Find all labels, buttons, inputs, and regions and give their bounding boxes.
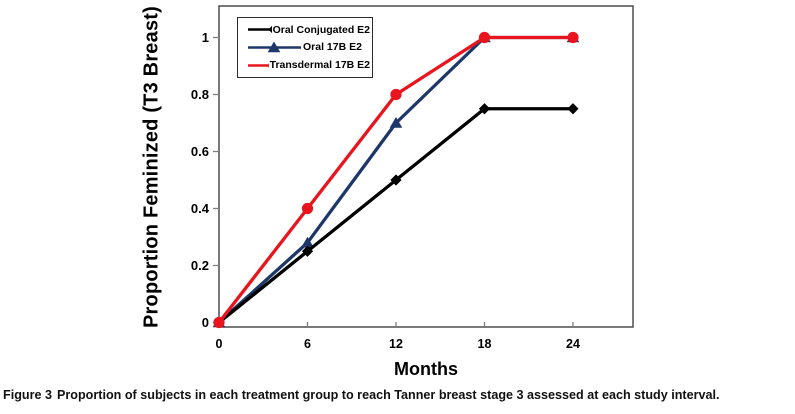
x-tick-label: 0 bbox=[216, 337, 223, 351]
data-point-oral-conjugated-e2 bbox=[390, 174, 402, 186]
data-point-oral-conjugated-e2 bbox=[301, 245, 314, 257]
data-point-transdermal-17b-e2 bbox=[478, 31, 491, 44]
legend-marker-diamond-icon bbox=[248, 26, 272, 33]
series-transdermal-17b-e2 bbox=[213, 31, 579, 329]
legend-label: Oral 17B E2 bbox=[303, 41, 362, 54]
legend-marker-glyph bbox=[267, 41, 281, 53]
data-point-transdermal-17b-e2 bbox=[213, 316, 225, 329]
y-tick-label: 0.6 bbox=[191, 144, 209, 159]
data-point-oral-conjugated-e2 bbox=[567, 103, 579, 115]
line-chart-canvas: 0 0.2 0.4 0.6 0.8 1 0 6 12 18 24 bbox=[191, 5, 634, 351]
y-tick-label: 0.4 bbox=[191, 201, 210, 216]
series-oral-conjugated-e2 bbox=[213, 103, 579, 329]
x-tick-label: 18 bbox=[478, 337, 492, 351]
y-axis-title: Proportion Feminized (T3 Breast) bbox=[140, 6, 163, 328]
y-tick-label: 0.2 bbox=[191, 258, 209, 273]
legend-marker-triangle-icon bbox=[248, 41, 301, 53]
data-point-oral-17b-e2 bbox=[389, 117, 403, 128]
data-point-oral-17b-e2 bbox=[301, 236, 314, 248]
x-tick-label: 6 bbox=[304, 337, 311, 351]
x-tick-label: 12 bbox=[389, 337, 403, 351]
figure-caption: Figure 3 Proportion of subjects in each t… bbox=[3, 388, 792, 404]
chart-legend: Oral Conjugated E2 Oral 17B E2 Transderm… bbox=[237, 17, 373, 78]
y-tick-label: 0.8 bbox=[191, 87, 209, 102]
series-line-oral-conjugated-e2 bbox=[217, 107, 575, 325]
y-tick-label: 1 bbox=[202, 30, 209, 45]
legend-item-oral-17b-e2: Oral 17B E2 bbox=[247, 40, 370, 55]
plot-border bbox=[218, 5, 634, 328]
y-tick-label: 0 bbox=[202, 315, 209, 330]
x-tick-label: 24 bbox=[566, 337, 580, 351]
data-point-transdermal-17b-e2 bbox=[567, 31, 579, 44]
figure-caption-label: Figure 3 bbox=[3, 388, 52, 402]
x-axis-title: Months bbox=[394, 359, 458, 379]
data-point-transdermal-17b-e2 bbox=[301, 202, 314, 215]
figure-caption-text: Proportion of subjects in each treatment… bbox=[57, 388, 720, 402]
legend-item-oral-conjugated-e2: Oral Conjugated E2 bbox=[247, 22, 370, 37]
data-point-transdermal-17b-e2 bbox=[390, 88, 402, 101]
legend-marker-glyph bbox=[268, 26, 272, 33]
legend-marker-circle-icon bbox=[248, 63, 269, 67]
legend-item-transdermal-17b-e2: Transdermal 17B E2 bbox=[247, 58, 370, 73]
data-point-oral-conjugated-e2 bbox=[478, 103, 491, 115]
legend-label: Transdermal 17B E2 bbox=[269, 59, 370, 72]
legend-label: Oral Conjugated E2 bbox=[272, 23, 370, 36]
